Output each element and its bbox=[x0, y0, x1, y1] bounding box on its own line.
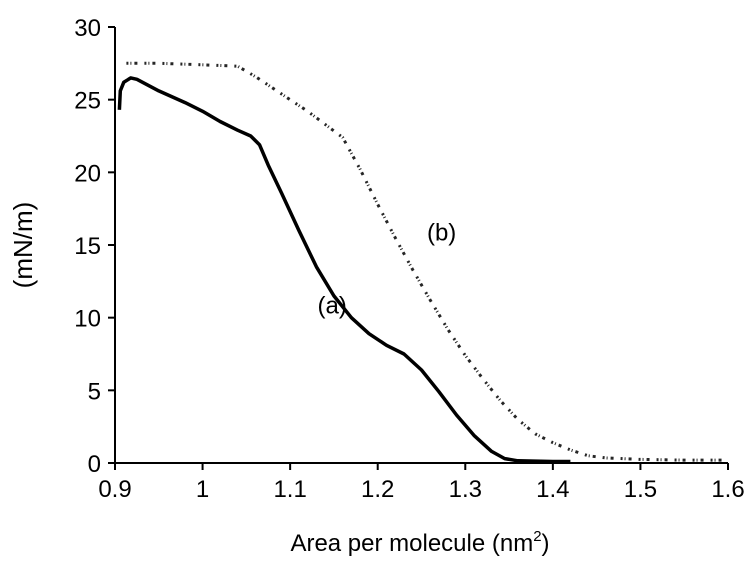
annotation-label: (b) bbox=[427, 220, 456, 247]
series-line-a bbox=[117, 76, 571, 464]
x-tick-label: 0.9 bbox=[98, 476, 131, 503]
y-tick-label: 0 bbox=[88, 451, 101, 478]
x-tick-label: 1.6 bbox=[711, 476, 744, 503]
tick-labels: 0.9 1 1.1 1.2 1.3 1.4 1.5 1.6 0 5 10 15 20 25 30 bbox=[74, 15, 744, 503]
y-tick-label: 30 bbox=[74, 15, 101, 42]
x-tick-label: 1.1 bbox=[273, 476, 306, 503]
y-tick-label: 20 bbox=[74, 160, 101, 187]
annotation-label: (a) bbox=[318, 292, 347, 319]
y-tick-label: 15 bbox=[74, 233, 101, 260]
y-tick-label: 10 bbox=[74, 306, 101, 333]
x-axis-label-main: Area per molecule (nm bbox=[290, 530, 533, 557]
tick-marks bbox=[108, 26, 729, 470]
axes bbox=[114, 27, 728, 464]
y-tick-label: 25 bbox=[74, 88, 101, 115]
annotations: (a) (b) bbox=[318, 220, 457, 320]
x-tick-label: 1 bbox=[196, 476, 209, 503]
x-tick-label: 1.2 bbox=[361, 476, 394, 503]
x-axis-label-superscript: 2 bbox=[533, 528, 541, 545]
y-tick-label: 5 bbox=[88, 378, 101, 405]
x-tick-label: 1.3 bbox=[449, 476, 482, 503]
x-tick-label: 1.5 bbox=[624, 476, 657, 503]
series-line-b bbox=[126, 61, 728, 462]
y-axis-label: (mN/m) bbox=[8, 202, 38, 289]
series-lines bbox=[117, 61, 728, 464]
x-axis-label: Area per molecule (nm2) bbox=[290, 528, 549, 557]
x-tick-label: 1.4 bbox=[536, 476, 569, 503]
x-axis-label-close: ) bbox=[542, 530, 550, 557]
